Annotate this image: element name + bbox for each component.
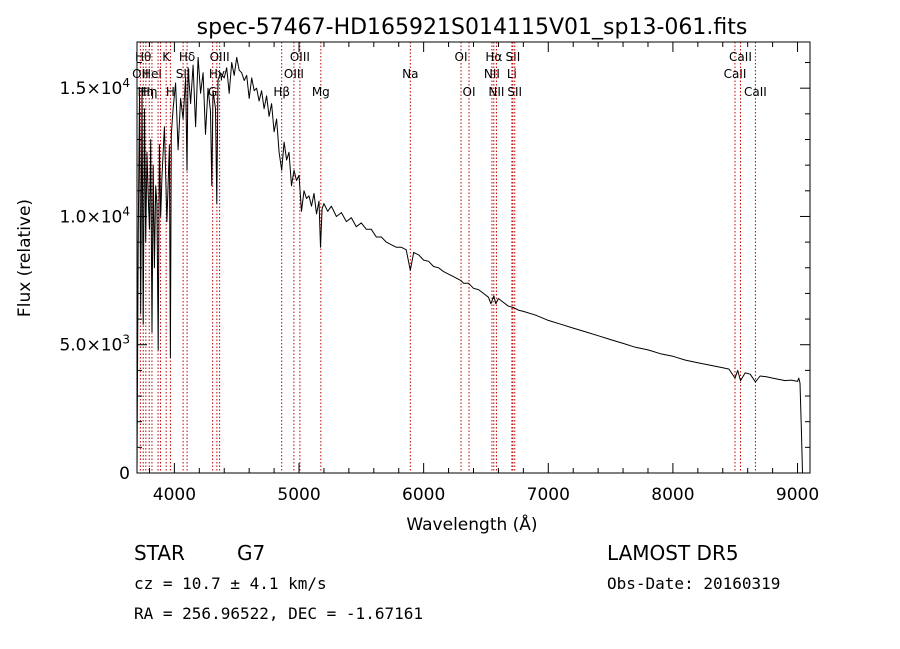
redshift-cz: cz = 10.7 ± 4.1 km/s (134, 574, 327, 593)
spectral-line-label: Hβ (273, 85, 290, 99)
ra-dec-coordinates: RA = 256.96522, DEC = -1.67161 (134, 604, 423, 623)
survey-name: LAMOST DR5 (607, 541, 739, 565)
y-tick-mantissa: 1.5×10 (59, 79, 122, 99)
y-axis-label: Flux (relative) (15, 199, 35, 317)
y-tick-label: 1.5×104 (59, 76, 130, 99)
spectral-line-label: OI (463, 85, 476, 99)
axes: 4000 5000 6000 7000 8000 900005.0×1031.0×1041… (59, 42, 819, 505)
y-tick-exponent: 4 (122, 76, 130, 90)
spectral-line-label: Hγ (209, 67, 225, 81)
spectral-line-label: Hθ (135, 50, 151, 64)
x-tick-label: 9000 (776, 485, 819, 505)
y-tick-exponent: 3 (122, 333, 130, 347)
spectral-line-label: SII (506, 50, 521, 64)
x-tick-label: 7000 (527, 485, 570, 505)
spectrum-series (136, 56, 804, 474)
spectral-line-label: Mg (312, 85, 330, 99)
y-tick-mantissa: 1.0×10 (59, 207, 122, 227)
spectral-line-label: H (166, 85, 175, 99)
spectral-line-label: OIII (210, 50, 230, 64)
spectral-line-label: Na (402, 67, 418, 81)
spectral-line-label: SII (507, 85, 522, 99)
spectral-line-label: OII (132, 67, 149, 81)
y-tick-mantissa: 5.0×10 (59, 336, 122, 356)
y-tick-exponent: 4 (122, 204, 130, 218)
spectral-line-label: Hη (141, 85, 158, 99)
spectral-line-label: CaII (744, 85, 767, 99)
x-tick-label: 8000 (651, 485, 694, 505)
spectral-line-label: OIII (284, 67, 304, 81)
spectral-line-label: Li (507, 67, 517, 81)
observation-date: Obs-Date: 20160319 (607, 574, 781, 593)
x-tick-label: 6000 (402, 485, 445, 505)
object-subclass: G7 (237, 541, 266, 565)
plot-frame (136, 41, 811, 474)
spectral-line-label: K (162, 50, 171, 64)
spectral-line-label: Hα (485, 50, 502, 64)
y-tick-label: 0 (119, 464, 130, 484)
x-tick-label: 5000 (277, 485, 320, 505)
spectral-line-label: HeI (142, 67, 162, 81)
spectral-line-markers: OIIHθHηHηHeIKHSIIHδGHγOIIIHβOIIIOIIIMgNa… (132, 42, 767, 473)
spectral-line-label: Hδ (179, 50, 195, 64)
x-axis-label: Wavelength (Å) (406, 513, 537, 535)
x-tick-label: 4000 (153, 485, 196, 505)
spectral-line-label: CaII (724, 67, 747, 81)
object-class: STAR (134, 541, 185, 565)
spectral-line-label: OIII (290, 50, 310, 64)
chart-title: spec-57467-HD165921S014115V01_sp13-061.f… (197, 15, 748, 40)
spectral-line-label: NII (488, 85, 504, 99)
spectral-line-label: NII (484, 67, 500, 81)
y-tick-label: 5.0×103 (59, 333, 130, 356)
spectrum-line-0 (136, 56, 804, 474)
spectral-line-label: CaII (729, 50, 752, 64)
spectral-line-label: OI (455, 50, 468, 64)
y-tick-label: 1.0×104 (59, 204, 130, 227)
